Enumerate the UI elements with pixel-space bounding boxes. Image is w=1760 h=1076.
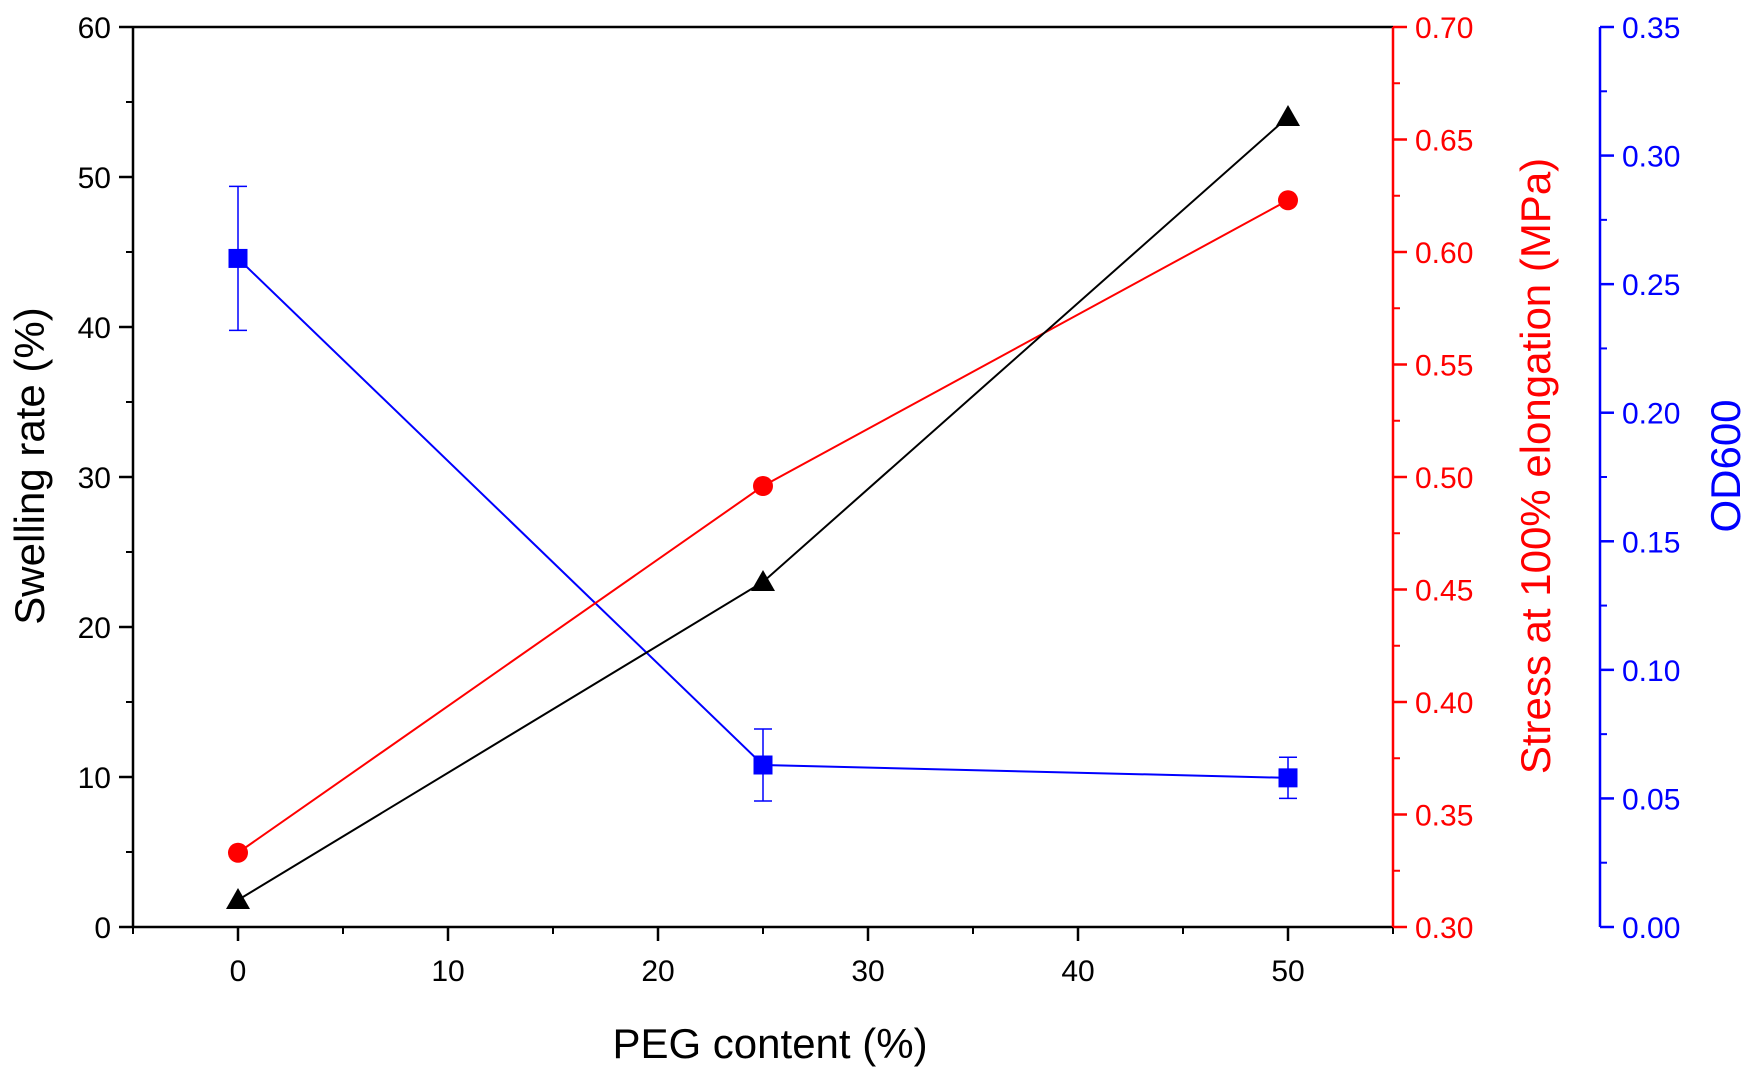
stress-axis-title: Stress at 100% elongation (MPa): [1512, 158, 1559, 774]
od600-axis-title: OD600: [1702, 399, 1749, 532]
od600-axis-tick-label: 0.25: [1622, 269, 1680, 302]
swelling-axis-tick-label: 10: [78, 762, 111, 795]
swelling-axis-tick-label: 50: [78, 162, 111, 195]
stress-at-100-elongation-point: [228, 842, 248, 863]
od600-axis-tick-label: 0.20: [1622, 398, 1680, 431]
od600-axis-tick-label: 0.15: [1622, 526, 1680, 559]
od600-line: [237, 257, 1289, 779]
stress-axis-tick-label: 0.50: [1415, 462, 1473, 495]
x-tick-label: 0: [230, 955, 247, 988]
od600-axis-tick-label: 0.00: [1622, 912, 1680, 945]
stress-at-100-elongation-point: [753, 476, 773, 496]
x-axis-title: PEG content (%): [612, 1020, 927, 1067]
x-tick-label: 30: [851, 955, 884, 988]
od600-point: [753, 755, 773, 775]
stress-axis-tick-label: 0.45: [1415, 575, 1473, 608]
x-tick-label: 50: [1271, 955, 1304, 988]
swelling-axis-tick-label: 60: [78, 12, 111, 45]
axes-layer: 0 10 20 30 40 50 0 10 20 30 40 50 60 0.30 0.35 0.40 0.45…: [78, 12, 1681, 988]
stress-axis-tick-label: 0.70: [1415, 12, 1473, 45]
x-tick-label: 10: [431, 955, 464, 988]
stress-axis-tick-label: 0.60: [1415, 237, 1473, 270]
od600-axis-tick-label: 0.10: [1622, 655, 1680, 688]
stress-axis-tick-label: 0.35: [1415, 800, 1473, 833]
swelling-axis-tick-label: 20: [78, 612, 111, 645]
stress-at-100-elongation-point: [1278, 190, 1298, 211]
swelling-axis-tick-label: 0: [94, 912, 111, 945]
stress-axis-tick-label: 0.40: [1415, 687, 1473, 720]
swelling-rate-point: [226, 888, 250, 909]
swelling-rate-point: [751, 570, 775, 591]
swelling-axis-tick-label: 30: [78, 462, 111, 495]
left-axis-title: Swelling rate (%): [6, 307, 53, 624]
od600-point: [228, 248, 248, 268]
series-layer: [226, 105, 1300, 909]
stress-axis-tick-label: 0.55: [1415, 350, 1473, 383]
stress-axis-tick-label: 0.30: [1415, 912, 1473, 945]
x-tick-label: 20: [641, 955, 674, 988]
stress-axis-tick-label: 0.65: [1415, 125, 1473, 158]
od600-point: [1278, 768, 1298, 788]
od600-axis-tick-label: 0.30: [1622, 141, 1680, 174]
swelling-rate-point: [1276, 105, 1300, 126]
swelling-axis-tick-label: 40: [78, 312, 111, 345]
od600-axis-tick-label: 0.35: [1622, 12, 1680, 45]
x-tick-label: 40: [1061, 955, 1094, 988]
od600-axis-tick-label: 0.05: [1622, 783, 1680, 816]
